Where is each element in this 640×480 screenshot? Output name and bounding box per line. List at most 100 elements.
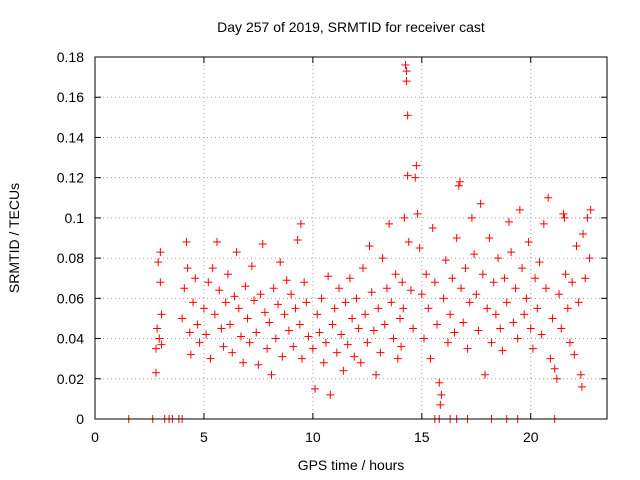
data-point [565, 338, 574, 347]
data-point [424, 304, 433, 313]
data-point [153, 324, 162, 333]
data-point [282, 276, 291, 285]
data-point [459, 318, 468, 327]
data-point [535, 258, 544, 267]
data-point [417, 290, 426, 299]
data-point [215, 286, 224, 295]
data-point [350, 352, 359, 361]
data-point [356, 358, 365, 367]
data-point [544, 193, 553, 202]
data-point [202, 330, 211, 339]
y-tick-label: 0.16 [57, 89, 84, 105]
data-point [363, 338, 372, 347]
y-tick-label: 0.06 [57, 290, 84, 306]
data-point [180, 284, 189, 293]
data-point [472, 290, 481, 299]
data-point [378, 254, 387, 263]
x-tick-label: 20 [523, 429, 539, 445]
data-point [265, 318, 274, 327]
data-point [361, 310, 370, 319]
data-point [382, 284, 391, 293]
data-point [183, 264, 192, 273]
data-point [455, 177, 464, 186]
data-point [254, 360, 263, 369]
data-point [204, 278, 213, 287]
data-point [239, 358, 248, 367]
data-point [343, 340, 352, 349]
data-point [376, 348, 385, 357]
data-point [374, 304, 383, 313]
y-tick-label: 0.18 [57, 49, 84, 65]
data-point [193, 320, 202, 329]
data-point [448, 274, 457, 283]
data-point [539, 219, 548, 228]
data-point [548, 314, 557, 323]
data-point [195, 338, 204, 347]
data-point [280, 310, 289, 319]
data-point [457, 284, 466, 293]
data-point [250, 296, 259, 305]
data-point [574, 298, 583, 307]
data-point [297, 354, 306, 363]
data-point [332, 348, 341, 357]
data-point [217, 324, 226, 333]
data-point [452, 234, 461, 242]
data-point [243, 314, 252, 323]
data-point [563, 304, 572, 313]
data-point [446, 310, 455, 319]
data-point [465, 298, 474, 307]
data-point [437, 390, 446, 399]
data-point [396, 314, 405, 323]
data-point [579, 229, 588, 238]
y-tick-label: 0.02 [57, 371, 84, 387]
data-point [526, 324, 535, 333]
data-point [568, 278, 577, 287]
data-point [557, 324, 566, 333]
data-point [585, 254, 594, 263]
data-point [156, 248, 165, 257]
data-point [260, 308, 269, 317]
data-point [241, 282, 250, 291]
data-point [403, 171, 412, 180]
data-point [380, 320, 389, 329]
data-point [498, 346, 507, 355]
data-point [422, 270, 431, 279]
x-tick-label: 15 [414, 429, 430, 445]
data-point [317, 294, 326, 303]
data-point [335, 284, 344, 293]
data-point [485, 234, 494, 242]
data-point [352, 294, 361, 303]
data-point [436, 400, 445, 409]
data-point [274, 300, 283, 309]
data-point [404, 238, 413, 247]
data-point [372, 370, 381, 379]
data-point [324, 272, 333, 281]
data-point [400, 213, 409, 222]
data-point [411, 173, 420, 182]
data-point [367, 288, 376, 297]
data-point [470, 250, 479, 259]
plot-frame [94, 56, 608, 420]
data-point [296, 219, 305, 228]
data-point [289, 342, 298, 351]
data-point [533, 304, 542, 313]
data-point [401, 61, 410, 70]
data-point [339, 366, 348, 375]
data-point [502, 298, 511, 307]
y-tick-label: 0.1 [65, 210, 85, 226]
data-point [463, 344, 472, 353]
data-point [210, 310, 219, 319]
data-point [577, 382, 586, 391]
data-point [504, 217, 513, 226]
data-point [208, 264, 217, 273]
data-point [399, 304, 408, 313]
data-point [397, 342, 406, 351]
data-point [531, 274, 540, 283]
data-point [541, 284, 550, 293]
data-point [402, 67, 411, 76]
data-point [476, 199, 485, 208]
data-point [328, 320, 337, 329]
data-point [586, 205, 595, 214]
data-point [552, 374, 561, 383]
